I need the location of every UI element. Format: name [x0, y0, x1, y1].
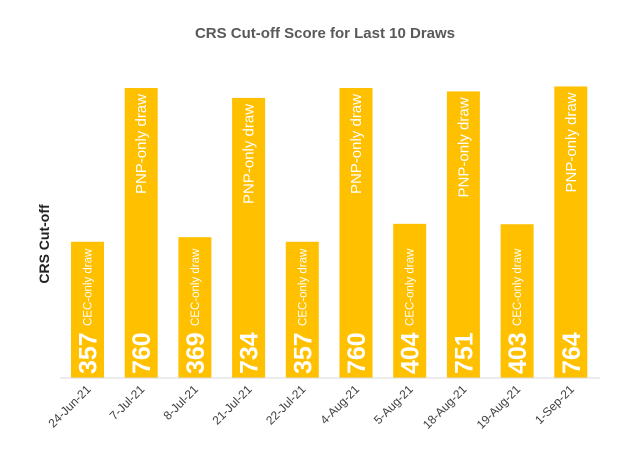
annotation-22-Jul-21: CEC-only draw: [297, 248, 309, 326]
x-tick-label: 1-Sep-21: [532, 382, 577, 427]
value-label-8-Jul-21: 369: [182, 332, 210, 374]
annotation-1-Sep-21: PNP-only draw: [563, 92, 580, 192]
bar-19-Aug-21: [500, 224, 534, 378]
bar-8-Jul-21: [178, 237, 212, 378]
x-tick-labels: 24-Jun-21 7-Jul-21 8-Jul-21 21-Jul-21 22-Jul…: [46, 382, 578, 432]
bar-5-Aug-21: [393, 223, 427, 378]
annotation-24-Jun-21: CEC-only draw: [83, 248, 95, 326]
bar-24-Jun-21: [71, 241, 104, 378]
x-tick-label: 8-Jul-21: [160, 382, 201, 423]
x-tick-label: 18-Aug-21: [420, 382, 470, 432]
bar-21-Jul-21: [232, 97, 266, 378]
annotation-8-Jul-21: CEC-only draw: [190, 248, 202, 326]
value-label-18-Aug-21: 751: [450, 332, 478, 374]
bar-18-Aug-21: [446, 91, 480, 379]
annotation-5-Aug-21: CEC-only draw: [405, 248, 417, 326]
annotation-4-Aug-21: PNP-only draw: [348, 94, 365, 194]
x-tick-label: 5-Aug-21: [371, 382, 416, 427]
bar-7-Jul-21: [124, 88, 158, 378]
value-label-22-Jul-21: 357: [289, 332, 317, 374]
x-tick-label: 24-Jun-21: [46, 382, 94, 430]
x-tick-label: 21-Jul-21: [209, 382, 255, 428]
value-label-1-Sep-21: 764: [558, 332, 586, 374]
x-tick-label: 4-Aug-21: [317, 382, 362, 427]
x-tick-label: 22-Jul-21: [263, 382, 309, 428]
x-tick-label: 19-Aug-21: [474, 382, 524, 432]
chart-title: CRS Cut-off Score for Last 10 Draws: [195, 25, 455, 42]
annotation-21-Jul-21: PNP-only draw: [241, 104, 258, 204]
annotation-18-Aug-21: PNP-only draw: [455, 97, 472, 197]
value-label-4-Aug-21: 760: [343, 332, 371, 374]
annotation-19-Aug-21: CEC-only draw: [512, 248, 524, 326]
y-axis-label: CRS Cut-off: [36, 204, 52, 284]
value-label-7-Jul-21: 760: [128, 332, 156, 374]
value-label-24-Jun-21: 357: [75, 332, 103, 374]
annotation-7-Jul-21: PNP-only draw: [133, 94, 150, 194]
bar-22-Jul-21: [285, 241, 319, 378]
value-label-21-Jul-21: 734: [236, 332, 264, 374]
value-label-5-Aug-21: 404: [397, 332, 425, 374]
x-tick-label: 7-Jul-21: [107, 382, 148, 423]
bar-4-Aug-21: [339, 88, 373, 378]
bar-1-Sep-21: [554, 86, 588, 378]
value-label-19-Aug-21: 403: [504, 332, 532, 374]
bars-group: 357 CEC-only draw 760 PNP-only draw 369 CEC-o…: [71, 86, 588, 379]
